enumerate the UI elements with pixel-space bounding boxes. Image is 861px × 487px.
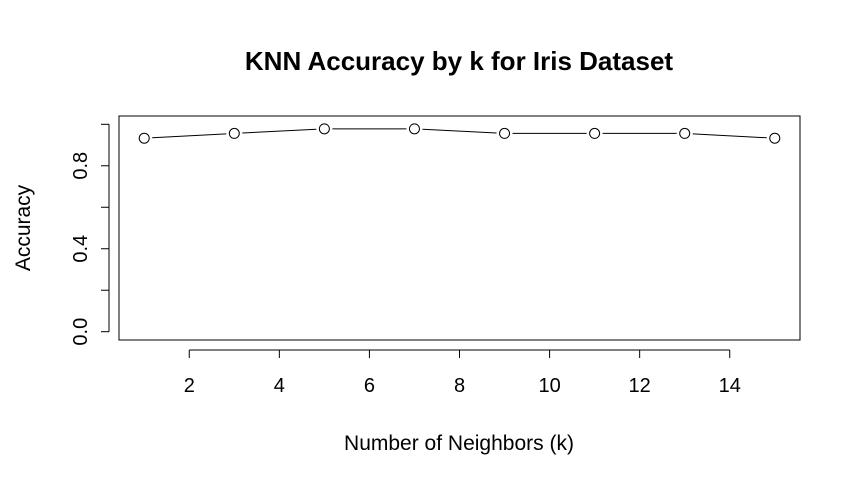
data-point [769, 132, 781, 144]
y-tick-label: 0.0 [70, 318, 92, 346]
x-tick-label: 6 [364, 375, 375, 397]
data-point [138, 132, 150, 144]
x-tick-label: 8 [454, 375, 465, 397]
series-segment [242, 128, 317, 134]
y-axis-label: Accuracy [12, 184, 35, 271]
series-lines [152, 128, 767, 139]
data-point [589, 127, 601, 139]
y-axis: 0.0 0.4 0.8 [70, 123, 110, 346]
data-point [228, 127, 240, 139]
x-tick-label: 10 [538, 375, 560, 397]
data-point [679, 127, 691, 139]
x-axis: 2 4 6 8 10 12 14 [184, 349, 741, 397]
x-tick-label: 2 [184, 375, 195, 397]
data-point [318, 123, 330, 135]
y-tick-label: 0.4 [70, 235, 92, 263]
series-segment [692, 133, 767, 139]
plot-frame [118, 115, 801, 341]
series-segment [422, 128, 497, 134]
x-tick-label: 12 [629, 375, 651, 397]
y-tick-label: 0.8 [70, 152, 92, 180]
data-point [499, 127, 511, 139]
x-tick-label: 4 [274, 375, 285, 397]
x-tick-label: 14 [719, 375, 741, 397]
series-points [138, 123, 781, 144]
series-segment [152, 133, 227, 139]
x-axis-label: Number of Neighbors (k) [344, 432, 574, 455]
chart-title: KNN Accuracy by k for Iris Dataset [245, 46, 674, 76]
data-point [408, 123, 420, 135]
